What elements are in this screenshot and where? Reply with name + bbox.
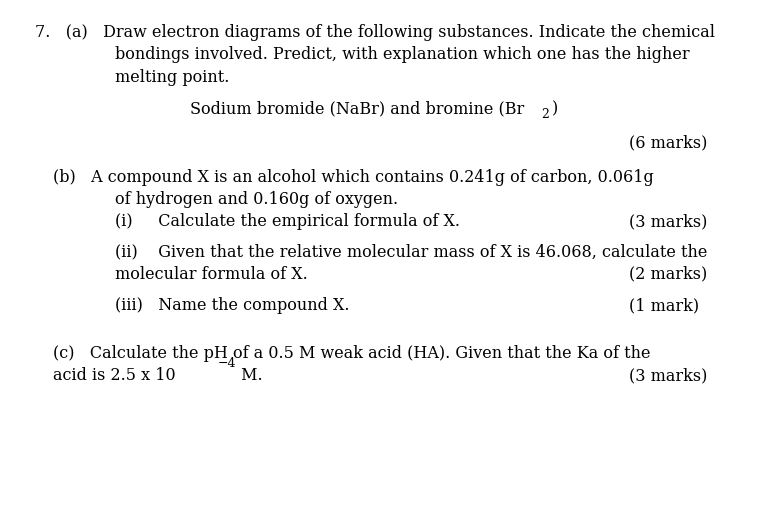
Text: (iii)   Name the compound X.: (iii) Name the compound X. xyxy=(115,297,349,314)
Text: Sodium bromide (NaBr) and bromine (Br: Sodium bromide (NaBr) and bromine (Br xyxy=(190,100,525,118)
Text: −4: −4 xyxy=(218,357,237,370)
Text: (ii)    Given that the relative molecular mass of X is 46.068, calculate the: (ii) Given that the relative molecular m… xyxy=(115,244,707,261)
Text: melting point.: melting point. xyxy=(115,69,229,86)
Text: M.: M. xyxy=(236,367,262,384)
Text: of hydrogen and 0.160g of oxygen.: of hydrogen and 0.160g of oxygen. xyxy=(115,191,398,209)
Text: 2: 2 xyxy=(541,108,549,121)
Text: 7.   (a)   Draw electron diagrams of the following substances. Indicate the chem: 7. (a) Draw electron diagrams of the fol… xyxy=(35,24,715,41)
Text: bondings involved. Predict, with explanation which one has the higher: bondings involved. Predict, with explana… xyxy=(115,46,689,63)
Text: (2 marks): (2 marks) xyxy=(629,266,707,283)
Text: (c)   Calculate the pH of a 0.5 M weak acid (HA). Given that the Ka of the: (c) Calculate the pH of a 0.5 M weak aci… xyxy=(53,345,650,362)
Text: (b)   A compound X is an alcohol which contains 0.241g of carbon, 0.061g: (b) A compound X is an alcohol which con… xyxy=(53,169,653,187)
Text: (3 marks): (3 marks) xyxy=(629,213,707,231)
Text: (1 mark): (1 mark) xyxy=(629,297,698,314)
Text: (3 marks): (3 marks) xyxy=(629,367,707,384)
Text: (i)     Calculate the empirical formula of X.: (i) Calculate the empirical formula of X… xyxy=(115,213,460,231)
Text: (6 marks): (6 marks) xyxy=(629,134,707,152)
Text: acid is 2.5 x 10: acid is 2.5 x 10 xyxy=(53,367,175,384)
Text: ): ) xyxy=(552,100,558,118)
Text: molecular formula of X.: molecular formula of X. xyxy=(115,266,307,283)
